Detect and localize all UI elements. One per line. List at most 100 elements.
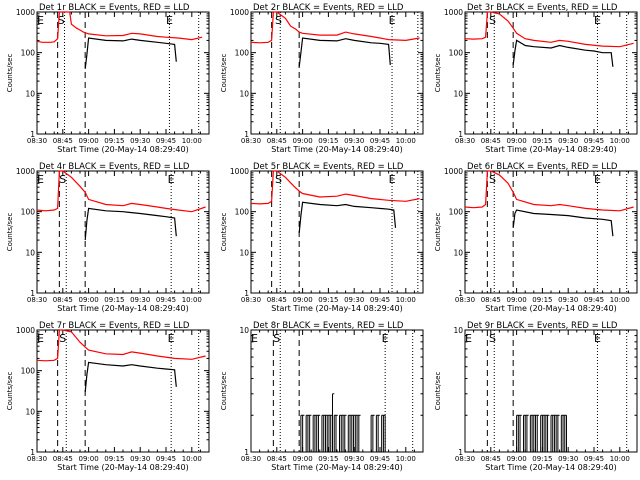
- chart-title: Det 2r BLACK = Events, RED = LLD: [253, 3, 404, 13]
- chart-panel: Det 8r BLACK = Events, RED = LLD Counts/s…: [220, 321, 424, 472]
- x-tick-label: 09:45: [584, 137, 604, 145]
- x-axis-label: Start Time (20-May-14 08:29:40): [57, 145, 188, 154]
- lld-rate-line: [36, 170, 206, 213]
- event-rate-line: [84, 207, 177, 241]
- event-marker-label: E: [594, 332, 601, 345]
- x-tick-label: 09:30: [558, 137, 578, 145]
- event-rate-line: [298, 201, 397, 233]
- event-rate-line: [84, 37, 177, 69]
- event-marker-label: E: [37, 332, 44, 345]
- x-tick-label: 09:15: [532, 296, 552, 304]
- event-rate-line: [512, 39, 614, 67]
- y-tick-label: 10: [25, 407, 35, 416]
- x-tick-label: 08:45: [267, 296, 287, 304]
- chart-title: Det 9r BLACK = Events, RED = LLD: [467, 321, 618, 331]
- event-marker-label: E: [382, 332, 389, 345]
- x-tick-label: 09:45: [156, 455, 176, 463]
- event-marker-label: S: [489, 332, 496, 345]
- y-tick-label: 100: [235, 208, 250, 217]
- event-marker-label: S: [489, 173, 496, 186]
- x-tick-label: 08:45: [53, 137, 73, 145]
- y-axis-label: Counts/sec: [6, 213, 14, 252]
- x-tick-label: 09:45: [584, 455, 604, 463]
- x-tick-label: 09:00: [507, 455, 527, 463]
- event-marker-label: S: [59, 332, 66, 345]
- x-tick-label: 09:45: [370, 296, 390, 304]
- x-tick-label: 08:30: [455, 137, 475, 145]
- x-tick-label: 08:45: [267, 455, 287, 463]
- plot-frame: [36, 11, 210, 135]
- y-axis-label: Counts/sec: [6, 372, 14, 411]
- y-tick-label: 10: [453, 326, 463, 335]
- y-tick-label: 100: [21, 49, 36, 58]
- x-axis-label: Start Time (20-May-14 08:29:40): [485, 304, 616, 313]
- plot-frame: [250, 329, 424, 453]
- event-marker-label: E: [37, 173, 44, 186]
- x-tick-label: 08:30: [455, 455, 475, 463]
- event-marker-label: S: [59, 173, 66, 186]
- x-tick-label: 09:45: [156, 296, 176, 304]
- y-tick-label: 1000: [16, 167, 35, 176]
- event-marker-label: E: [594, 173, 601, 186]
- chart-title: Det 7r BLACK = Events, RED = LLD: [39, 321, 190, 331]
- x-axis-label: Start Time (20-May-14 08:29:40): [271, 463, 402, 472]
- chart-panel: Det 9r BLACK = Events, RED = LLD Counts/s…: [434, 321, 638, 472]
- x-tick-label: 09:15: [532, 455, 552, 463]
- y-tick-label: 1000: [230, 8, 249, 17]
- x-tick-label: 09:00: [293, 296, 313, 304]
- x-tick-label: 08:45: [53, 296, 73, 304]
- x-tick-label: 08:30: [241, 137, 261, 145]
- x-tick-label: 08:30: [27, 296, 47, 304]
- event-marker-label: E: [251, 332, 258, 345]
- x-tick-label: 09:00: [293, 137, 313, 145]
- event-marker-label: E: [389, 14, 396, 27]
- y-axis-label: Counts/sec: [434, 54, 442, 93]
- chart-panel: Det 4r BLACK = Events, RED = LLD Counts/s…: [6, 162, 210, 313]
- y-tick-label: 1: [30, 130, 35, 139]
- chart-title: Det 4r BLACK = Events, RED = LLD: [39, 162, 190, 172]
- x-axis-label: Start Time (20-May-14 08:29:40): [485, 463, 616, 472]
- x-tick-label: 09:00: [79, 455, 99, 463]
- x-tick-label: 09:30: [344, 137, 364, 145]
- lld-rate-line: [464, 170, 634, 212]
- y-tick-label: 1: [30, 289, 35, 298]
- x-tick-label: 10:00: [396, 137, 416, 145]
- event-marker-label: S: [489, 14, 496, 27]
- event-marker-label: S: [58, 14, 65, 27]
- x-axis-label: Start Time (20-May-14 08:29:40): [485, 145, 616, 154]
- plot-frame: [464, 11, 638, 135]
- event-marker-label: E: [594, 14, 601, 27]
- lld-rate-line: [36, 329, 206, 362]
- y-tick-label: 100: [21, 367, 36, 376]
- plot-frame: [250, 11, 424, 135]
- x-tick-label: 10:00: [610, 296, 630, 304]
- event-marker-label: E: [37, 14, 44, 27]
- y-tick-label: 10: [239, 248, 249, 257]
- x-tick-label: 10:00: [610, 455, 630, 463]
- event-marker-label: E: [168, 173, 175, 186]
- y-tick-label: 1000: [230, 167, 249, 176]
- y-tick-label: 10: [453, 248, 463, 257]
- chart-panel: Det 6r BLACK = Events, RED = LLD Counts/s…: [434, 162, 638, 313]
- y-tick-label: 100: [21, 208, 36, 217]
- x-tick-label: 09:45: [370, 455, 390, 463]
- x-tick-label: 09:30: [130, 296, 150, 304]
- event-marker-label: S: [273, 332, 280, 345]
- chart-panel: Det 3r BLACK = Events, RED = LLD Counts/s…: [434, 3, 638, 154]
- y-tick-label: 10: [25, 89, 35, 98]
- x-tick-label: 08:45: [267, 137, 287, 145]
- event-rate-line: [298, 37, 391, 67]
- y-tick-label: 10: [239, 89, 249, 98]
- y-tick-label: 1000: [444, 167, 463, 176]
- event-marker-label: E: [389, 173, 396, 186]
- x-axis-label: Start Time (20-May-14 08:29:40): [271, 304, 402, 313]
- x-tick-label: 08:30: [241, 296, 261, 304]
- x-tick-label: 08:30: [27, 137, 47, 145]
- x-tick-label: 09:15: [104, 455, 124, 463]
- chart-title: Det 6r BLACK = Events, RED = LLD: [467, 162, 618, 172]
- x-tick-label: 09:45: [156, 137, 176, 145]
- y-tick-label: 1: [458, 289, 463, 298]
- y-tick-label: 1: [244, 130, 249, 139]
- x-tick-label: 09:15: [318, 455, 338, 463]
